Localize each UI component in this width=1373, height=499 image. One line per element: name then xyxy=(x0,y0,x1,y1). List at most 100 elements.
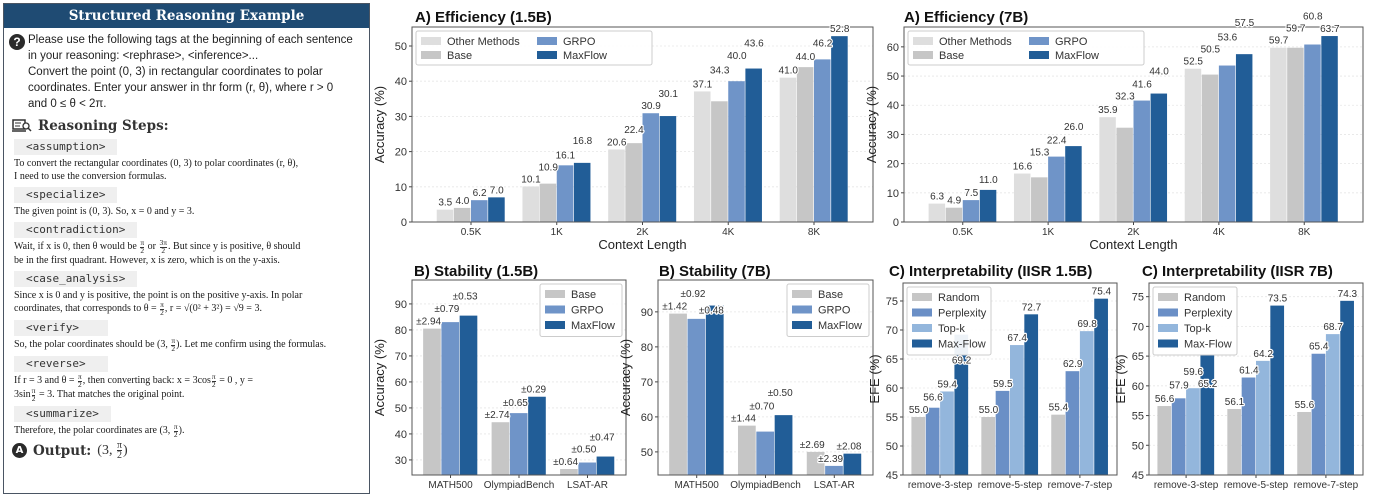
x-tick-label: 1K xyxy=(1042,227,1055,238)
step-tag: <case_analysis> xyxy=(14,271,138,287)
chart-title: C) Interpretability (IISR 7B) xyxy=(1142,263,1333,280)
data-label: ±2.08 xyxy=(837,442,862,453)
text-segment: So, the polar coordinates should be (3, xyxy=(14,339,171,351)
legend-swatch xyxy=(545,290,565,298)
legend: Base GRPO MaxFlow xyxy=(539,283,623,337)
data-label: ±2.69 xyxy=(800,440,825,451)
legend-label: GRPO xyxy=(1055,36,1088,48)
legend-label: Top-k xyxy=(1184,323,1211,335)
step-text: Since x is 0 and y is positive, the poin… xyxy=(14,289,363,316)
bar-grpo xyxy=(1048,156,1065,222)
text-segment: The given point is (0, 3). So, x = 0 and… xyxy=(14,206,195,217)
text-segment: I need to use the conversion formulas. xyxy=(14,171,167,182)
data-label: 43.6 xyxy=(744,39,764,50)
legend-swatch xyxy=(537,51,557,59)
legend-label: Other Methods xyxy=(447,36,520,48)
legend-swatch xyxy=(912,339,932,348)
y-tick-label: 90 xyxy=(641,307,653,319)
fraction-numerator: π xyxy=(160,300,164,310)
chart-title: B) Stability (1.5B) xyxy=(414,263,538,280)
bar-perplexity xyxy=(1241,377,1256,475)
prompt-line: in your reasoning: <rephrase>, <inferenc… xyxy=(28,50,259,62)
data-label: ±2.94 xyxy=(416,317,441,328)
fraction-numerator: π xyxy=(31,386,36,396)
answer-icon: A xyxy=(12,443,27,458)
legend-swatch xyxy=(1158,308,1178,317)
fraction-numerator: π xyxy=(173,422,178,432)
legend-label: GRPO xyxy=(571,305,604,317)
y-tick-label: 60 xyxy=(641,412,653,424)
fraction-denominator: 2 xyxy=(78,379,82,389)
legend: Other Methods Base GRPO MaxFlow xyxy=(907,30,1145,66)
bar-base xyxy=(1031,177,1048,222)
y-tick-label: 70 xyxy=(641,377,653,389)
legend-label: GRPO xyxy=(818,305,851,317)
x-tick-label: 0.5K xyxy=(461,227,482,238)
legend-label: Other Methods xyxy=(939,36,1012,48)
data-label: 22.4 xyxy=(624,125,644,136)
text-segment: If r = 3 and θ = xyxy=(14,375,77,387)
data-label: ±0.64 xyxy=(553,457,578,468)
x-tick-label: OlympiadBench xyxy=(730,480,801,491)
data-label: 59.7 xyxy=(1269,36,1289,47)
data-label: 22.4 xyxy=(1047,136,1067,147)
data-label: 30.1 xyxy=(658,89,678,100)
text-segment: coordinates, that corresponds to θ = xyxy=(14,303,160,315)
bar-perplexity xyxy=(1311,353,1326,475)
reasoning-steps-label: Reasoning Steps: xyxy=(38,118,169,134)
legend: Random Perplexity Top-k Max-Flow xyxy=(906,286,992,356)
chart-title: C) Interpretability (IISR 1.5B) xyxy=(889,263,1092,280)
y-tick-label: 0 xyxy=(401,217,407,229)
chart-title: A) Efficiency (7B) xyxy=(904,9,1028,26)
bar-other-methods xyxy=(779,77,797,223)
prompt-line: and 0 ≤ θ < 2π. xyxy=(28,98,107,110)
x-tick-label: remove-5-step xyxy=(978,480,1043,491)
bar-base xyxy=(737,425,756,475)
chart-title: B) Stability (7B) xyxy=(659,263,771,280)
legend-swatch xyxy=(1158,293,1178,301)
y-tick-label: 70 xyxy=(1132,321,1144,333)
bar-other-methods xyxy=(522,186,540,222)
y-tick-label: 40 xyxy=(395,429,407,441)
x-tick-label: LSAT-AR xyxy=(567,480,608,491)
data-label: 57.9 xyxy=(1169,380,1189,391)
x-axis-label: Context Length xyxy=(1089,237,1177,252)
fraction-denominator: 2 xyxy=(173,429,178,439)
legend-swatch xyxy=(1158,339,1178,348)
data-label: 62.9 xyxy=(1063,359,1083,370)
bar-grpo xyxy=(471,200,488,222)
bar-maxflow xyxy=(705,305,724,475)
legend-swatch xyxy=(792,305,812,314)
data-label: 55.0 xyxy=(979,405,999,416)
legend-box xyxy=(1152,286,1238,356)
data-label: 35.9 xyxy=(1098,105,1118,116)
fraction-numerator: π xyxy=(211,372,216,382)
bar-base xyxy=(806,451,825,475)
bars xyxy=(928,36,1338,223)
bar-base xyxy=(491,422,510,475)
data-label: 30.9 xyxy=(641,101,661,112)
y-axis-label: Accuracy (%) xyxy=(372,339,387,416)
output-row: A Output: (3, π 2) xyxy=(12,441,369,461)
output-label: Output: xyxy=(33,442,92,459)
legend-swatch xyxy=(912,324,932,332)
data-label: 11.0 xyxy=(979,175,998,186)
x-tick-label: 4K xyxy=(1213,227,1226,238)
chart-1: 0 10 20 30 40 50 0.5K 1K 2K 4K 8K A) Efficiency (1.… xyxy=(372,9,874,252)
step-tag: <assumption> xyxy=(14,139,118,155)
y-tick-label: 60 xyxy=(395,377,407,389)
data-label: 59.6 xyxy=(1184,367,1204,378)
legend-label: Max-Flow xyxy=(938,339,986,351)
x-tick-label: remove-5-step xyxy=(1224,480,1289,491)
y-tick-label: 50 xyxy=(887,71,899,83)
data-label: ±2.39 xyxy=(818,454,843,465)
x-tick-label: 2K xyxy=(636,227,649,238)
step-text: The given point is (0, 3). So, x = 0 and… xyxy=(14,205,363,218)
legend-label: Base xyxy=(447,50,472,62)
text-segment: Since x is 0 and y is positive, the poin… xyxy=(14,290,303,301)
bar-top-k xyxy=(1010,345,1024,475)
data-label: 52.5 xyxy=(1184,57,1204,68)
